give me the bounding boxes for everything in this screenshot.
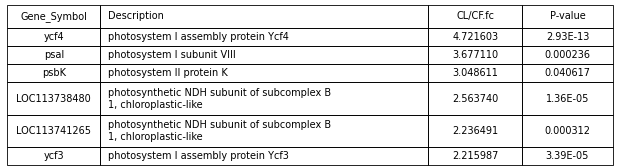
Bar: [523, 46, 613, 64]
Bar: [523, 64, 613, 82]
Bar: [523, 64, 613, 82]
Bar: [7, 115, 100, 147]
Text: Description: Description: [108, 11, 164, 21]
Bar: [100, 28, 428, 46]
Bar: [100, 115, 428, 147]
Text: photosystem I assembly protein Ycf3: photosystem I assembly protein Ycf3: [108, 151, 289, 161]
Bar: [428, 115, 523, 147]
Bar: [100, 28, 428, 46]
Bar: [428, 5, 523, 28]
Bar: [100, 5, 428, 28]
Text: 0.000312: 0.000312: [544, 126, 590, 136]
Bar: [100, 5, 428, 28]
Bar: [7, 115, 100, 147]
Bar: [523, 115, 613, 147]
Bar: [428, 28, 523, 46]
Bar: [100, 147, 428, 165]
Bar: [100, 147, 428, 165]
Text: psbK: psbK: [42, 68, 66, 78]
Text: 2.563740: 2.563740: [452, 94, 498, 104]
Bar: [523, 5, 613, 28]
Bar: [100, 115, 428, 147]
Bar: [523, 147, 613, 165]
Bar: [7, 64, 100, 82]
Bar: [428, 147, 523, 165]
Bar: [523, 82, 613, 115]
Bar: [523, 46, 613, 64]
Bar: [7, 147, 100, 165]
Bar: [100, 64, 428, 82]
Bar: [428, 28, 523, 46]
Bar: [7, 46, 100, 64]
Text: 3.39E-05: 3.39E-05: [546, 151, 589, 161]
Text: photosynthetic NDH subunit of subcomplex B
1, chloroplastic-like: photosynthetic NDH subunit of subcomplex…: [108, 88, 331, 110]
Bar: [523, 147, 613, 165]
Bar: [428, 46, 523, 64]
Text: 3.677110: 3.677110: [452, 50, 498, 60]
Text: photosystem I subunit VIII: photosystem I subunit VIII: [108, 50, 236, 60]
Text: CL/CF.fc: CL/CF.fc: [456, 11, 494, 21]
Text: 2.93E-13: 2.93E-13: [546, 32, 589, 42]
Bar: [7, 28, 100, 46]
Text: 2.236491: 2.236491: [452, 126, 498, 136]
Text: photosystem I assembly protein Ycf4: photosystem I assembly protein Ycf4: [108, 32, 289, 42]
Bar: [428, 64, 523, 82]
Text: LOC113741265: LOC113741265: [16, 126, 91, 136]
Text: 0.040617: 0.040617: [544, 68, 590, 78]
Bar: [523, 5, 613, 28]
Bar: [7, 82, 100, 115]
Text: 4.721603: 4.721603: [452, 32, 498, 42]
Text: 1.36E-05: 1.36E-05: [546, 94, 589, 104]
Bar: [523, 28, 613, 46]
Text: photosynthetic NDH subunit of subcomplex B
1, chloroplastic-like: photosynthetic NDH subunit of subcomplex…: [108, 120, 331, 142]
Bar: [7, 46, 100, 64]
Text: psaI: psaI: [43, 50, 64, 60]
Bar: [428, 46, 523, 64]
Bar: [7, 64, 100, 82]
Bar: [100, 82, 428, 115]
Bar: [523, 82, 613, 115]
Bar: [7, 5, 100, 28]
Text: ycf3: ycf3: [43, 151, 64, 161]
Text: 2.215987: 2.215987: [452, 151, 498, 161]
Text: 3.048611: 3.048611: [452, 68, 498, 78]
Text: photosystem II protein K: photosystem II protein K: [108, 68, 228, 78]
Bar: [7, 28, 100, 46]
Bar: [428, 115, 523, 147]
Bar: [100, 46, 428, 64]
Bar: [428, 147, 523, 165]
Bar: [523, 115, 613, 147]
Bar: [428, 82, 523, 115]
Bar: [428, 82, 523, 115]
Bar: [7, 5, 100, 28]
Text: ycf4: ycf4: [43, 32, 64, 42]
Text: 0.000236: 0.000236: [544, 50, 590, 60]
Bar: [100, 46, 428, 64]
Bar: [428, 64, 523, 82]
Bar: [100, 64, 428, 82]
Bar: [523, 28, 613, 46]
Text: Gene_Symbol: Gene_Symbol: [20, 11, 87, 22]
Bar: [428, 5, 523, 28]
Text: LOC113738480: LOC113738480: [16, 94, 91, 104]
Bar: [7, 147, 100, 165]
Text: P-value: P-value: [549, 11, 585, 21]
Bar: [7, 82, 100, 115]
Bar: [100, 82, 428, 115]
